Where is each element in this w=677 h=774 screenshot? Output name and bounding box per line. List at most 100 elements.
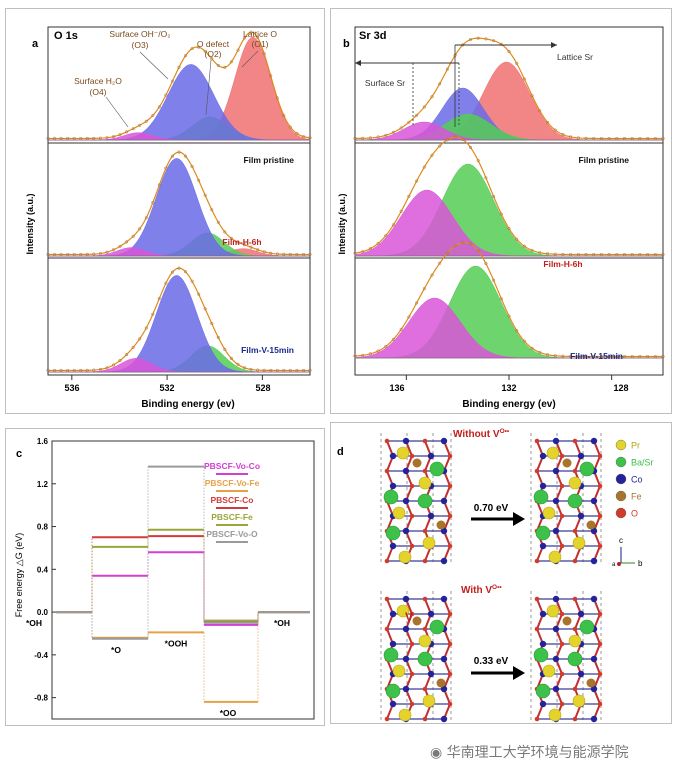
co-atom [552,595,560,603]
co-atom [440,655,448,663]
o-atom [597,453,603,459]
d-with-vo-sup: O•• [492,584,502,591]
pr-atom [546,604,560,618]
a-data-point [170,79,175,83]
a-data-point [170,270,175,274]
a-data-point [203,49,207,53]
fe-atom [586,520,596,530]
b-data-point [415,301,419,305]
ba-sr-atom [579,461,595,477]
a-data-point [183,54,188,58]
b-data-point [384,133,388,137]
a-data-point [98,251,102,256]
o-atom [572,626,578,632]
co-atom [590,685,598,693]
a-leader-defect [205,59,212,116]
b-envelope-1 [354,37,663,140]
b-data-point [522,244,526,248]
xps-sr3d-chart: b Sr 3d Intensity (a.u.) Binding energy … [337,26,665,410]
a-data-point [164,93,168,97]
a-data-point [197,178,201,182]
a-data-point [262,368,266,372]
co-atom [389,542,397,550]
watermark: ◉ 华南理工大学环境与能源学院 [430,742,629,762]
a-sample-3: Film-V-15min [241,345,294,355]
co-atom [577,610,585,618]
d-with-label: With V [461,585,492,596]
axis-triad: c b a [612,536,643,568]
b-data-point [391,337,396,341]
a-data-point [111,248,116,252]
pr-atom [568,634,582,648]
legend-atom-swatch [615,456,627,468]
b-data-point [545,252,550,256]
co-atom [389,640,397,648]
c-ytick-label: 0.8 [37,523,49,532]
b-data-point [499,42,503,46]
b-data-point [445,67,449,71]
panel-d: d Without VO•• With VO•• 0.70 eV 0.33 eV… [330,422,672,724]
d-arrowhead-bottom [513,666,525,680]
b-data-point [553,128,557,132]
co-atom [552,467,560,475]
b-data-point [492,278,496,282]
o-atom [447,611,453,617]
c-ytick-label: -0.4 [34,651,48,660]
b-envelope-2 [354,136,663,256]
ba-sr-atom [533,647,549,663]
pr-atom [568,476,582,490]
free-energy-chart: c Free energy △G (eV) 1.6 1.2 0.8 0.4 0.0 -0.… [14,437,315,720]
b-data-point [476,159,480,163]
co-atom [590,497,598,505]
o-atom [422,468,428,474]
b-data-point [438,144,442,148]
o-atom [572,686,578,692]
co-atom [552,625,560,633]
b-data-point [553,252,557,256]
b-data-point [391,223,396,227]
a-label-lattice-code: (O1) [252,39,269,49]
co-atom [552,527,560,535]
a-data-point [282,252,286,256]
co-atom [402,467,410,475]
b-tick-132: 132 [501,383,516,393]
o-atom [572,528,578,534]
svg-text:With VO••: With VO•• [461,584,502,596]
a-sample-2: Film-H-6h [222,237,261,247]
co-atom [590,527,598,535]
panel-a-ylabel: Intensity (a.u.) [25,193,35,254]
panel-a-title: O 1s [54,30,78,42]
a-data-point [98,136,102,140]
a-data-point [125,353,129,357]
b-data-point [553,354,557,358]
a-data-point [85,252,89,256]
b-data-point [399,209,403,213]
d-barrier-bottom: 0.33 eV [474,656,509,667]
o-atom [534,468,540,474]
o-atom [384,558,390,564]
co-atom [440,527,448,535]
o-atom [447,483,453,489]
co-atom [552,497,560,505]
b-data-point [507,314,511,318]
fe-atom [586,678,596,688]
a-data-point [125,130,129,134]
a-label-defect: O defect [197,39,230,49]
b-data-point [407,315,411,319]
b-data-point [353,251,357,255]
b-data-point [453,135,457,139]
a-data-point [111,135,116,139]
o-atom [447,543,453,549]
o-atom [447,641,453,647]
pr-atom [396,446,410,460]
fe-atom [436,678,446,688]
b-data-point [445,138,449,142]
a-data-point [275,252,279,256]
b-data-point [468,242,473,246]
a-data-point [210,208,214,212]
legend-atom-swatch [615,490,627,502]
a-label-surface-oh: Surface OH⁻/O₂ [109,29,170,39]
b-data-point [407,194,411,198]
a-data-point [275,96,279,100]
a-data-point [144,326,148,330]
